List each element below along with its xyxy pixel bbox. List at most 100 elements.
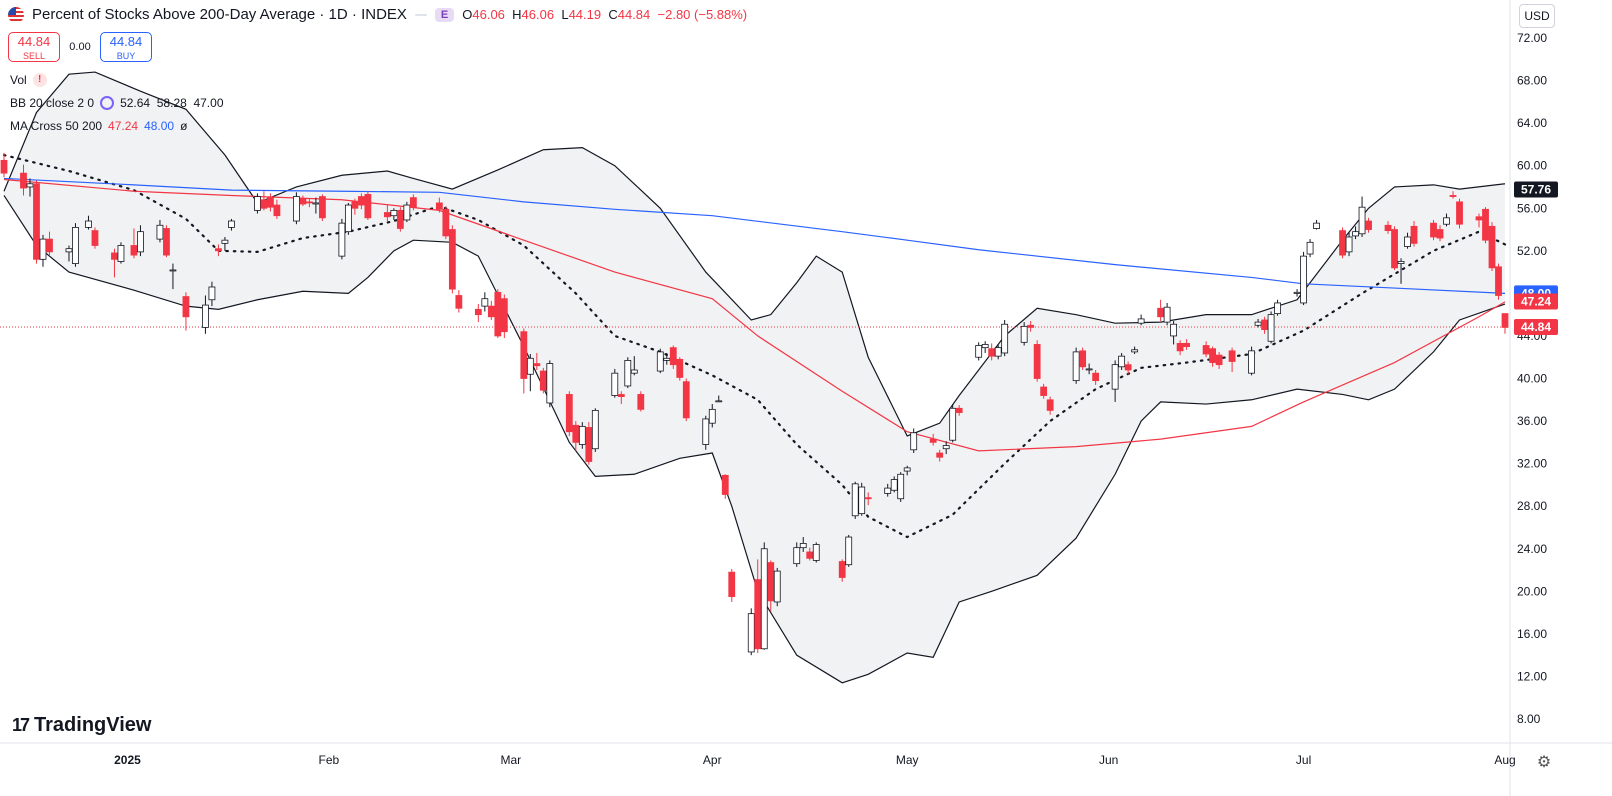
candle-body	[1384, 224, 1392, 231]
candle-body	[1027, 324, 1035, 328]
sell-button[interactable]: 44.84 SELL	[8, 32, 60, 62]
tradingview-logo[interactable]: 17 TradingView	[12, 714, 152, 736]
loading-icon	[100, 96, 115, 110]
candle-body	[799, 543, 807, 549]
candle-body	[33, 183, 40, 260]
candle-body	[357, 196, 365, 206]
symbol-title[interactable]: Percent of Stocks Above 200-Day Average …	[32, 6, 407, 23]
candle-body	[1293, 291, 1301, 294]
candle-body	[975, 345, 983, 358]
y-tick-label: 8.00	[1517, 712, 1541, 726]
candle-body	[273, 204, 281, 217]
candle-body	[396, 209, 404, 229]
candle-body	[1261, 319, 1268, 330]
candle-body	[1202, 345, 1210, 355]
ohlc-readout: O46.06 H46.06 L44.19 C44.84 −2.80 (−5.88…	[462, 7, 748, 22]
candle-body	[611, 372, 619, 396]
candle-body	[487, 305, 495, 318]
candle-body	[383, 212, 391, 218]
candle-body	[85, 220, 92, 228]
candle-body	[338, 222, 346, 257]
candle-body	[26, 183, 34, 188]
us-flag-icon	[8, 6, 24, 23]
candle-body	[838, 561, 846, 578]
x-tick-label: 2025	[114, 753, 141, 767]
candle-body	[1157, 307, 1165, 318]
buy-button[interactable]: 44.84 BUY	[100, 32, 152, 62]
candle-body	[1046, 399, 1054, 411]
candle-body	[708, 408, 716, 424]
candle-body	[0, 159, 8, 174]
candle-body	[1183, 342, 1191, 347]
candle-body	[1345, 236, 1353, 253]
candle-body	[1436, 229, 1444, 239]
candle-body	[1085, 368, 1093, 371]
candle-body	[747, 613, 755, 653]
currency-button[interactable]: USD	[1519, 4, 1555, 28]
candle-body	[442, 208, 450, 237]
candle-body	[1404, 236, 1411, 247]
tv-logo-icon: 17	[12, 715, 30, 735]
candle-body	[39, 238, 47, 260]
candle-body	[897, 473, 905, 500]
candle-body	[364, 194, 372, 219]
candle-body	[435, 202, 443, 210]
candle-body	[630, 369, 638, 374]
legend-ma[interactable]: MA Cross 50 200 47.24 48.00 ø	[10, 119, 188, 133]
candle-body	[1137, 318, 1145, 324]
candle-body	[1397, 261, 1405, 264]
candle-body	[812, 544, 820, 561]
candle-body	[994, 347, 1002, 357]
legend-bb[interactable]: BB 20 close 2 0 52.64 58.28 47.00	[10, 96, 224, 110]
y-tick-label: 64.00	[1517, 116, 1547, 130]
y-tick-label: 68.00	[1517, 74, 1547, 88]
candle-body	[1163, 306, 1171, 323]
trade-panel: 44.84 SELL 0.00 44.84 BUY	[8, 32, 152, 62]
candle-body	[1176, 342, 1184, 352]
candle-body	[1488, 225, 1496, 269]
y-tick-label: 32.00	[1517, 457, 1547, 471]
y-tick-label: 20.00	[1517, 584, 1547, 598]
legend-vol[interactable]: Vol !	[10, 73, 47, 87]
candle-body	[1501, 313, 1509, 328]
candle-body	[669, 347, 677, 366]
price-label: 47.24	[1521, 294, 1551, 308]
candle-body	[1449, 195, 1457, 197]
candle-body	[565, 394, 573, 433]
candle-body	[858, 486, 866, 515]
candle-body	[344, 204, 352, 233]
candle-body	[1228, 350, 1236, 362]
gray-tag[interactable]	[414, 13, 427, 16]
candle-body	[1124, 364, 1132, 371]
candle-body	[578, 425, 586, 445]
candle-body	[936, 452, 944, 458]
warning-icon[interactable]: !	[32, 73, 47, 87]
candle-body	[1267, 314, 1275, 342]
candle-body	[910, 432, 918, 451]
candle-body	[988, 348, 996, 357]
y-tick-label: 24.00	[1517, 542, 1547, 556]
candle-body	[806, 551, 814, 559]
settings-gear-icon[interactable]: ⚙	[1536, 754, 1552, 771]
candle-body	[1118, 355, 1126, 368]
candle-body	[1248, 350, 1255, 374]
candle-body	[682, 381, 690, 419]
candle-body	[851, 483, 859, 517]
candle-body	[137, 231, 144, 253]
candle-body	[312, 202, 320, 205]
change-readout: −2.80 (−5.88%)	[657, 7, 748, 22]
candle-body	[1352, 231, 1359, 237]
candle-body	[949, 407, 957, 441]
candle-body	[929, 438, 937, 443]
candle-body	[793, 547, 801, 565]
candle-body	[1131, 349, 1139, 353]
price-label: 57.76	[1521, 183, 1551, 197]
candle-body	[624, 360, 632, 387]
candle-body	[117, 245, 125, 262]
x-tick-label: Aug	[1494, 753, 1515, 767]
candle-body	[526, 357, 534, 375]
candle-body	[91, 230, 99, 246]
events-badge[interactable]: E	[434, 7, 455, 22]
x-tick-label: Feb	[319, 753, 340, 767]
